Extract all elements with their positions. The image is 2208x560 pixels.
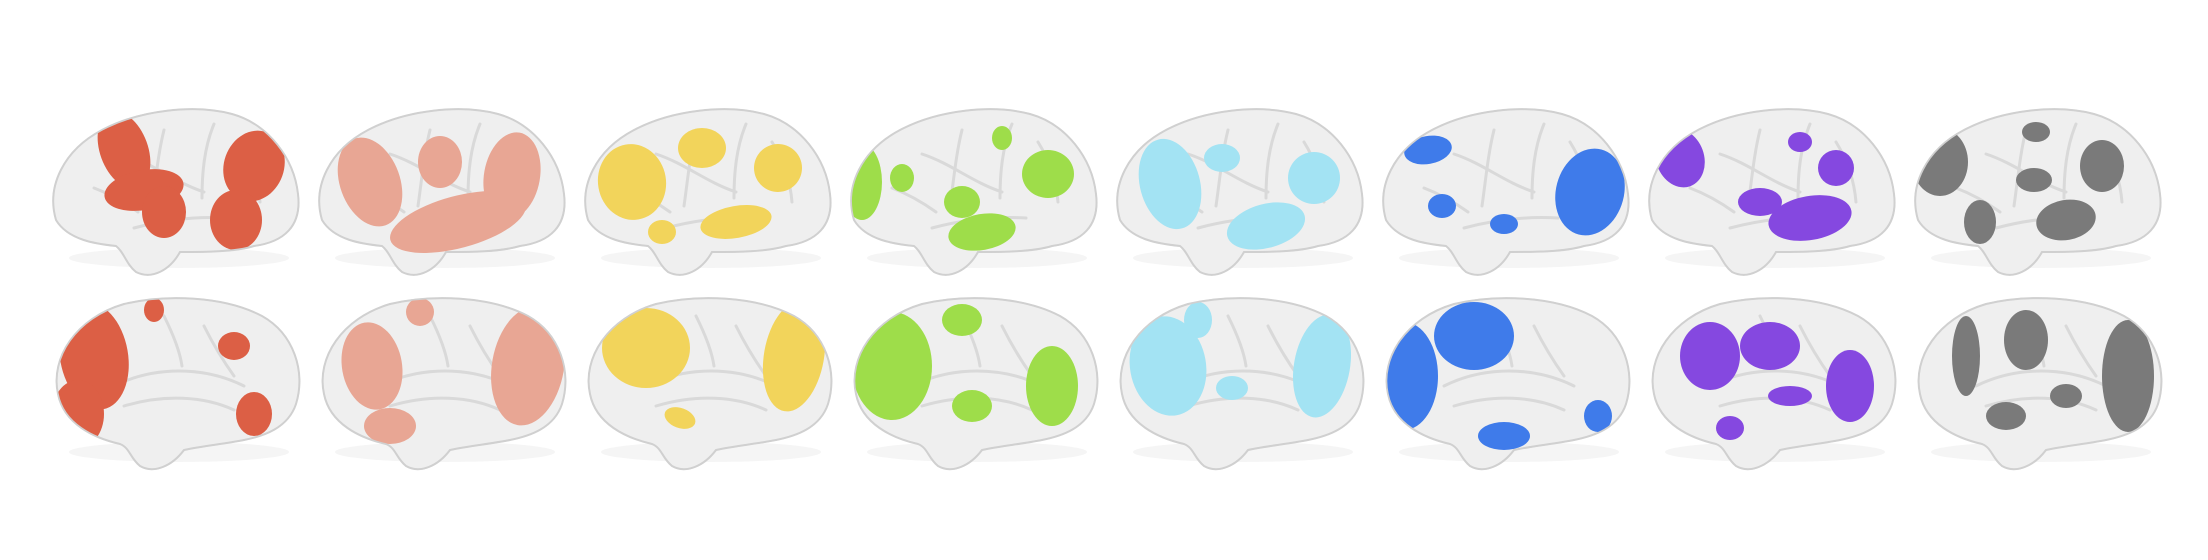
network-region <box>2004 310 2048 370</box>
network-region <box>1216 376 1248 400</box>
network-region <box>1740 322 1800 370</box>
network-region <box>2036 199 2096 241</box>
network-region <box>1768 386 1812 406</box>
network-region <box>1204 144 1240 172</box>
brain-medial-net-1 <box>55 297 301 471</box>
brain-medial-net-2 <box>321 297 567 471</box>
network-region <box>56 380 104 448</box>
network-regions <box>1138 138 1340 250</box>
network-region <box>1292 314 1352 418</box>
brain-lateral-net-7 <box>1648 108 1896 276</box>
network-region <box>1716 416 1744 440</box>
network-region <box>142 186 186 238</box>
network-region <box>406 298 434 326</box>
network-region <box>678 128 726 168</box>
network-region <box>648 220 676 244</box>
network-region <box>2080 140 2124 192</box>
network-regions <box>97 111 285 250</box>
brain-medial-net-3 <box>587 297 833 471</box>
network-region <box>890 164 914 192</box>
medial-view-row <box>55 297 2163 471</box>
network-region <box>483 132 541 220</box>
network-region <box>337 137 403 227</box>
brain-medial-net-5 <box>1119 297 1365 471</box>
network-regions <box>1404 135 1625 236</box>
network-region <box>2102 320 2154 432</box>
network-regions <box>341 298 565 444</box>
network-region <box>210 190 262 250</box>
network-region <box>1026 346 1078 426</box>
sulci <box>112 314 246 412</box>
network-region <box>1738 188 1782 216</box>
network-region <box>1478 422 1530 450</box>
network-region <box>1490 214 1518 234</box>
brain-medial-net-4 <box>853 297 1099 471</box>
brain-lateral-net-8 <box>1914 108 2162 276</box>
network-region <box>700 205 772 239</box>
network-region <box>218 332 250 360</box>
brain-medial-net-8 <box>1917 297 2163 471</box>
network-region <box>223 130 285 202</box>
network-region <box>1986 402 2026 430</box>
brain-medial-net-7 <box>1651 297 1897 471</box>
network-region <box>2050 384 2082 408</box>
network-region <box>1826 350 1874 422</box>
network-region <box>1022 150 1074 198</box>
network-region <box>1428 194 1456 218</box>
network-regions <box>1129 302 1352 418</box>
network-region <box>1404 135 1452 165</box>
network-regions <box>854 304 1078 426</box>
network-region <box>1386 322 1438 430</box>
brain-lateral-net-1 <box>52 108 300 276</box>
network-regions <box>597 128 802 244</box>
network-region <box>851 144 882 220</box>
network-region <box>1184 302 1212 338</box>
network-region <box>1226 202 1306 250</box>
network-region <box>664 407 696 429</box>
brain-lateral-net-4 <box>850 108 1098 276</box>
network-region <box>1952 316 1980 396</box>
network-region <box>1915 128 1968 196</box>
network-region <box>144 298 164 322</box>
network-region <box>491 306 565 426</box>
brain-lateral-net-5 <box>1116 108 1364 276</box>
network-region <box>602 308 690 388</box>
network-region <box>1964 200 1996 244</box>
network-region <box>2022 122 2050 142</box>
network-region <box>854 312 932 420</box>
network-regions <box>1952 310 2154 432</box>
network-region <box>942 304 982 336</box>
network-region <box>1818 150 1854 186</box>
network-region <box>2016 168 2052 192</box>
network-region <box>1434 302 1514 370</box>
network-regions <box>1680 322 1874 440</box>
network-region <box>341 322 403 410</box>
network-region <box>944 186 980 218</box>
network-region <box>364 408 416 444</box>
brain-lateral-net-2 <box>318 108 566 276</box>
network-region <box>418 136 462 188</box>
network-region <box>1555 148 1625 236</box>
network-region <box>97 111 151 189</box>
brain-medial-net-6 <box>1385 297 1631 471</box>
network-region <box>236 392 272 436</box>
network-region <box>992 126 1012 150</box>
network-region <box>1768 195 1852 241</box>
network-region <box>1584 400 1612 432</box>
brain-lateral-net-6 <box>1382 108 1630 276</box>
network-region <box>1680 322 1740 390</box>
network-region <box>952 390 992 422</box>
network-region <box>1138 138 1202 230</box>
network-region <box>597 144 667 220</box>
network-region <box>948 213 1016 251</box>
lateral-view-row <box>52 108 2162 276</box>
network-region <box>1129 316 1207 416</box>
network-region <box>1788 132 1812 152</box>
network-regions <box>337 132 541 253</box>
brain-lateral-net-3 <box>584 108 832 276</box>
network-region <box>754 144 802 192</box>
network-region <box>1288 152 1340 204</box>
